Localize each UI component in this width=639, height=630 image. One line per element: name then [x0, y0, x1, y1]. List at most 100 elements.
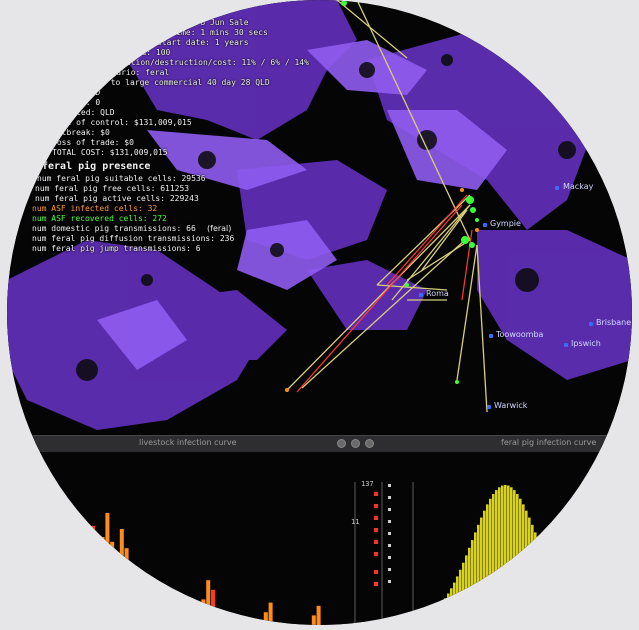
feral-bar	[471, 540, 474, 625]
feral-bar	[525, 510, 528, 625]
feral-bar	[579, 614, 582, 625]
feral-bar	[456, 576, 459, 625]
feral-bar	[570, 606, 573, 625]
stat-line: seed: 100	[127, 48, 171, 57]
feral-bar	[501, 485, 504, 625]
livestock-curve-title: livestock infection curve	[139, 438, 237, 447]
feral-bar	[447, 593, 450, 625]
feral-bar	[468, 547, 471, 625]
livestock-bar	[129, 567, 134, 625]
stat-line: reached: 8 Jun Sale	[157, 18, 249, 27]
livestock-bar	[100, 537, 105, 625]
feral-bar	[528, 517, 531, 625]
livestock-bar	[316, 605, 321, 625]
feral-bar	[474, 532, 477, 625]
livestock-infection-bars	[71, 513, 321, 625]
feral-curve-title: feral pig infection curve	[501, 438, 597, 447]
town-label-brisbane: Brisbane	[596, 318, 632, 327]
stat-line: cost of control: $131,009,015	[52, 118, 192, 127]
feral-bar	[486, 504, 489, 625]
maximize-button[interactable]	[351, 439, 360, 448]
feral-bar	[537, 540, 540, 625]
feral-bar	[573, 609, 576, 625]
stat-line: outbreak: $0	[52, 128, 110, 137]
feral-bar	[516, 493, 519, 625]
stat-line: num ASF infected cells: 32	[32, 204, 158, 213]
stat-line: num feral pig diffusion transmissions: 2…	[32, 234, 235, 243]
stat-line: num ASF recovered cells: 272	[32, 214, 167, 223]
feral-pig-map[interactable]	[7, 0, 632, 445]
livestock-bar	[206, 580, 211, 625]
stat-line: num feral pig suitable cells: 29536	[37, 174, 206, 183]
livestock-bar	[76, 602, 81, 625]
feral-bar	[453, 582, 456, 625]
feral-bar	[522, 504, 525, 625]
feral-bar	[492, 493, 495, 625]
infection-curves-plot	[7, 452, 632, 625]
feral-bar	[531, 524, 534, 625]
feral-bar	[513, 490, 516, 625]
feral-bar	[507, 485, 510, 625]
feral-bar	[519, 498, 522, 625]
livestock-bar	[95, 561, 100, 625]
stat-line: affected: QLD	[52, 108, 115, 117]
feral-bar	[462, 562, 465, 625]
town-marker	[487, 405, 491, 409]
town-label-warwick: Warwick	[494, 401, 528, 410]
feral-bar	[561, 593, 564, 625]
livestock-bar	[119, 529, 124, 625]
stat-line: num domestic pig transmissions: 66	[32, 224, 196, 233]
feral-bar	[510, 487, 513, 625]
infection-curves-area: 137 11	[7, 452, 632, 625]
town-marker	[564, 343, 568, 347]
livestock-bar	[211, 589, 215, 625]
feral-bar	[546, 562, 549, 625]
stat-line: start date: 1 years	[157, 38, 249, 47]
town-marker	[589, 322, 593, 326]
town-label-roma: Roma	[426, 289, 449, 298]
livestock-bar	[268, 602, 273, 625]
feral-bar	[432, 612, 435, 625]
feral-bar	[552, 576, 555, 625]
feral-bar	[450, 588, 453, 625]
livestock-bar	[134, 593, 139, 625]
stat-line: num feral pig active cells: 229243	[35, 194, 199, 203]
town-marker	[419, 293, 423, 297]
stat-line: runtime: 1 mins 30 secs	[157, 28, 268, 37]
feral-bar	[549, 569, 552, 625]
livestock-bar	[115, 554, 119, 625]
town-label-gympie: Gympie	[490, 219, 521, 228]
livestock-bar	[196, 615, 201, 625]
feral-bar	[489, 498, 492, 625]
stat-line: scenario: feral	[97, 68, 170, 77]
feral-bar	[558, 588, 561, 625]
feral-bar	[465, 555, 468, 625]
feral-bar	[576, 612, 579, 625]
livestock-bar	[311, 615, 316, 625]
livestock-bar	[124, 548, 129, 625]
feral-bar	[504, 485, 507, 625]
stat-line: num feral pig jump transmissions: 6	[32, 244, 201, 253]
livestock-bar	[158, 605, 163, 625]
panel-title-bar: livestock infection curve feral pig infe…	[7, 435, 632, 453]
stat-line: loss of trade: $0	[52, 138, 134, 147]
y-axis-mid: 11	[351, 518, 360, 526]
feral-bar	[480, 517, 483, 625]
livestock-bar	[139, 609, 143, 625]
feral-bar	[567, 602, 570, 625]
feral-bar	[438, 606, 441, 625]
feral-bar	[495, 490, 498, 625]
livestock-bar	[91, 525, 95, 625]
feral-bar	[540, 547, 543, 625]
feral-bar	[459, 569, 462, 625]
town-label-toowoomba: Toowoomba	[496, 330, 544, 339]
livestock-bar	[263, 612, 268, 625]
livestock-bar	[201, 599, 206, 625]
feral-bar	[477, 524, 480, 625]
close-button[interactable]	[365, 439, 374, 448]
feral-bar	[444, 598, 447, 625]
feral-bar	[555, 582, 558, 625]
livestock-bar	[215, 609, 220, 625]
minimize-button[interactable]	[337, 439, 346, 448]
town-label-ipswich: Ipswich	[571, 339, 601, 348]
